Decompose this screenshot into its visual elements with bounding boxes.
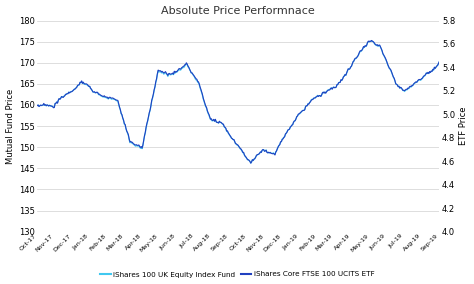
Legend: iShares 100 UK Equity Index Fund, iShares Core FTSE 100 UCITS ETF: iShares 100 UK Equity Index Fund, iShare… [97, 269, 377, 280]
Title: Absolute Price Performnace: Absolute Price Performnace [162, 6, 315, 16]
Y-axis label: Mutual Fund Price: Mutual Fund Price [6, 89, 15, 164]
Y-axis label: ETF Price: ETF Price [459, 107, 468, 145]
